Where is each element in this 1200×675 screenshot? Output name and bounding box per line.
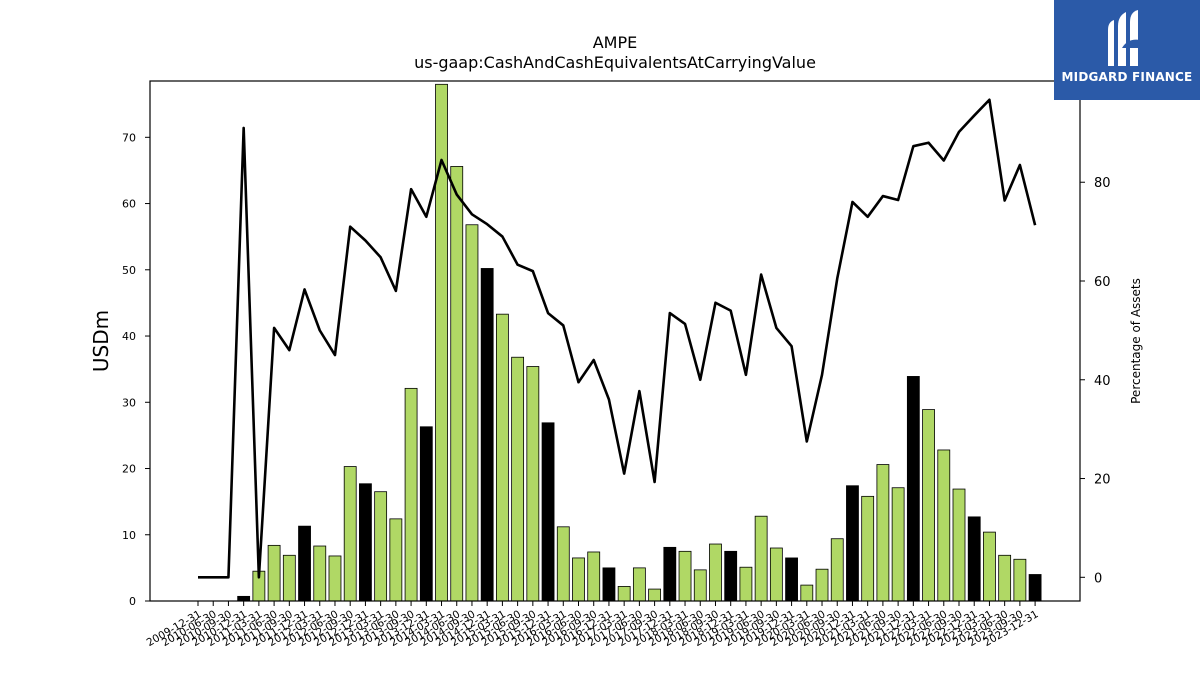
bar-2021-03-31 [861, 495, 875, 602]
y-tick-label: 40 [122, 330, 136, 343]
y-tick-label: 70 [122, 131, 136, 144]
bar-2013-12-31 [419, 426, 433, 602]
y-tick-label: 20 [122, 463, 136, 476]
bar-2015-03-31 [495, 313, 509, 602]
bar-2018-06-30 [693, 569, 707, 602]
bar-2020-12-31 [846, 485, 859, 602]
bar-2011-06-30 [267, 544, 281, 602]
bar-2020-09-30 [830, 538, 844, 602]
y-tick-label: 30 [122, 396, 136, 409]
bar-2011-09-30 [282, 554, 296, 602]
bar-2020-06-30 [815, 568, 829, 602]
bar-series [237, 83, 1042, 602]
bar-2016-06-30 [572, 557, 585, 602]
bar-2011-12-31 [298, 525, 311, 602]
bar-2018-09-30 [709, 543, 722, 602]
y2-tick-label: 0 [1094, 571, 1102, 586]
bar-2014-06-30 [450, 166, 464, 602]
y2-tick-label: 20 [1094, 473, 1111, 488]
bar-2016-12-31 [602, 567, 616, 602]
percentage-line [198, 98, 1037, 579]
bar-2014-09-30 [465, 224, 479, 602]
bar-2019-09-30 [769, 547, 783, 602]
bar-2016-09-30 [587, 551, 601, 602]
bar-2012-03-31 [313, 545, 327, 602]
bar-2013-03-31 [374, 491, 388, 602]
bar-2018-03-31 [678, 550, 692, 602]
bar-2023-12-31 [1028, 574, 1042, 602]
bar-2022-12-31 [967, 516, 981, 602]
logo-mark-icon [1108, 10, 1140, 66]
bar-2017-03-31 [617, 586, 631, 602]
chart-title: AMPE [593, 33, 638, 52]
bar-2023-03-31 [983, 531, 996, 602]
bar-2022-06-30 [937, 449, 951, 602]
bar-2021-06-30 [876, 464, 890, 602]
percentage-line-series [198, 98, 1037, 579]
bar-2017-12-31 [663, 546, 677, 602]
bar-2019-06-30 [754, 515, 768, 602]
y-axis-label: USDm [89, 310, 113, 372]
plot-frame [149, 80, 1081, 602]
bar-2012-12-31 [359, 483, 372, 602]
y2-tick-label: 40 [1094, 374, 1111, 389]
bar-2022-09-30 [952, 488, 966, 602]
bar-2013-06-30 [389, 518, 403, 602]
bar-2017-09-30 [648, 588, 661, 602]
bar-2016-03-31 [556, 526, 570, 602]
bar-2021-09-30 [891, 487, 905, 602]
y2-axis-label: Percentage of Assets [1129, 278, 1143, 404]
bar-2023-06-30 [998, 554, 1012, 602]
bar-2019-03-31 [739, 566, 753, 602]
bar-2012-09-30 [343, 466, 357, 602]
bar-2022-03-31 [922, 409, 935, 602]
bar-2017-06-30 [632, 567, 646, 602]
y2-tick-label: 80 [1094, 176, 1111, 191]
bar-2012-06-30 [328, 555, 342, 602]
x-axis: 2009-12-312010-06-302010-09-302010-12-31… [145, 601, 1041, 649]
bar-2015-12-31 [541, 422, 555, 602]
bar-2014-12-31 [480, 268, 494, 602]
bar-2023-09-30 [1013, 558, 1027, 602]
y2-tick-label: 60 [1094, 275, 1111, 290]
y-tick-label: 10 [122, 529, 136, 542]
y-axis-right: 0 20 40 60 80 [1080, 176, 1111, 586]
y-tick-label: 50 [122, 264, 136, 277]
bar-2013-09-30 [404, 387, 418, 602]
y-axis-left: 0 10 20 30 40 50 60 70 [122, 131, 150, 608]
bar-2018-12-31 [724, 550, 738, 602]
logo-text: MIDGARD FINANCE [1061, 70, 1193, 84]
bar-2020-03-31 [800, 584, 814, 602]
bar-2010-12-31 [237, 595, 251, 602]
chart-subtitle: us-gaap:CashAndCashEquivalentsAtCarrying… [414, 53, 816, 72]
bar-2019-12-31 [785, 557, 798, 602]
bar-2021-12-31 [906, 376, 920, 602]
bar-2015-09-30 [526, 366, 540, 602]
logo: MIDGARD FINANCE [1054, 0, 1200, 100]
y-tick-label: 0 [129, 595, 136, 608]
y-tick-label: 60 [122, 198, 136, 211]
bar-2015-06-30 [511, 356, 525, 602]
